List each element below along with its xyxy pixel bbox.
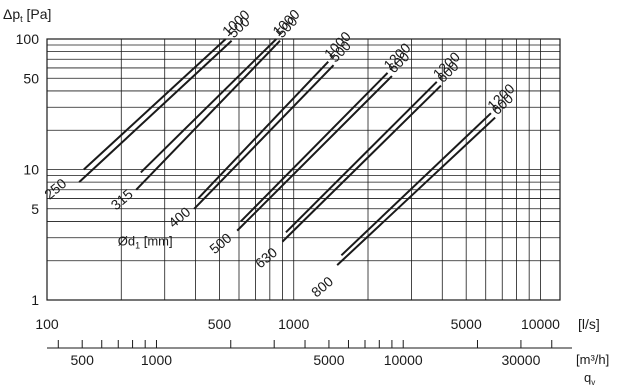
secondary-x-tick-label: 10000	[384, 352, 423, 368]
y-tick-label: 5	[31, 201, 39, 217]
series-line-400-500	[193, 64, 335, 210]
series-line-315-500	[135, 40, 281, 191]
series-label: 400	[165, 203, 193, 230]
series-group: 1000500250100050031510005004001200600500…	[41, 6, 518, 301]
y-tick-label: 1	[31, 292, 39, 308]
y-tick-label: 10	[23, 162, 39, 178]
series-line-250-500	[78, 39, 233, 183]
x-tick-label: 500	[208, 316, 232, 332]
series-line-500-600	[236, 75, 393, 232]
x-tick-label: 10000	[521, 316, 560, 332]
secondary-x-axis-unit: [m³/h]	[576, 352, 609, 367]
series-line-250-1000	[83, 38, 227, 171]
secondary-x-axis-symbol: qv	[584, 370, 595, 387]
x-tick-label: 100	[35, 316, 59, 332]
grid: 1 5 10 50 100 100 500 1000 5000 10000 500 1000 5000 1…	[16, 31, 572, 368]
series-line-500-1200	[240, 72, 389, 223]
series-label: 630	[252, 244, 280, 271]
series-line-630-1200	[285, 81, 438, 234]
series-label: 500	[206, 230, 234, 257]
series-line-315-1000	[140, 38, 278, 174]
secondary-x-tick-label: 1000	[141, 352, 172, 368]
secondary-x-tick-label: 500	[71, 352, 95, 368]
series-line-800-600	[336, 116, 496, 266]
series-label: 800	[308, 273, 336, 300]
y-tick-label: 50	[23, 70, 39, 86]
series-line-630-600	[281, 84, 442, 243]
diameter-annotation: Ød1 [mm]	[118, 234, 173, 251]
secondary-x-tick-label: 5000	[313, 352, 344, 368]
y-tick-label: 100	[16, 31, 40, 47]
x-axis-unit: [l/s]	[578, 316, 600, 332]
x-tick-label: 1000	[278, 316, 309, 332]
x-tick-label: 5000	[451, 316, 482, 332]
y-axis-title: Δpt [Pa]	[3, 6, 51, 24]
series-line-800-1200	[340, 112, 492, 257]
secondary-x-tick-label: 30000	[501, 352, 540, 368]
series-line-400-1000	[197, 61, 329, 200]
